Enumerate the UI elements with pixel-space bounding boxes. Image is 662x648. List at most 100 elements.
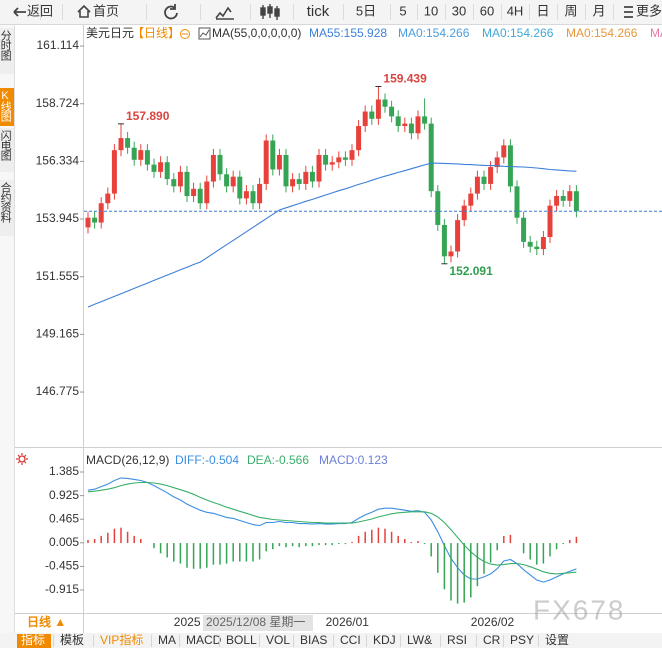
candle-body (395, 116, 401, 127)
indicator-tab[interactable]: 模板 (60, 633, 84, 647)
macd-bar (232, 543, 234, 562)
macd-bar (509, 534, 512, 544)
macd-bar (133, 535, 135, 544)
macd-bar (166, 543, 168, 558)
indicator-tabs (0, 633, 662, 648)
period-button[interactable]: 60 (480, 3, 494, 18)
macd-bar (173, 543, 175, 562)
indicator-tab[interactable]: MA (158, 633, 176, 647)
active-tab (17, 634, 51, 648)
macd-bar (186, 543, 188, 568)
candle-body (92, 217, 98, 223)
indicator-tab[interactable]: 指标 (21, 632, 45, 647)
legend-item: MA55:155.928 (309, 26, 387, 40)
settings-icon[interactable] (18, 455, 26, 463)
indicator-tab[interactable]: CCI (340, 633, 361, 647)
y-tick-label: 149.165 (36, 327, 80, 341)
more-button[interactable]: 更多 (636, 3, 662, 18)
y-tick-label: 156.334 (36, 154, 80, 168)
macd-bar (298, 543, 300, 548)
candle-body (560, 196, 566, 201)
period-button[interactable]: 5 (399, 3, 406, 18)
sidebar-label[interactable]: 分时图 (0, 30, 12, 62)
indicator-tab[interactable]: PSY (510, 633, 534, 647)
period-button[interactable]: 30 (452, 3, 466, 18)
indicator-icon (199, 29, 210, 38)
period-switch[interactable]: 日线 ▲ (27, 614, 66, 629)
y-tick-label: 151.555 (36, 269, 80, 283)
candle-body (144, 150, 150, 165)
candle-icon[interactable] (260, 4, 280, 20)
indicator-tab[interactable]: CR (483, 633, 501, 647)
candle-body (111, 150, 117, 194)
refresh-icon[interactable] (164, 4, 178, 20)
macd-bar (483, 543, 485, 574)
collapse-icon[interactable] (180, 29, 190, 39)
indicator-icon[interactable] (198, 27, 211, 40)
period-button[interactable]: 月 (592, 3, 605, 18)
legend-item: DEA:-0.566 (247, 453, 309, 467)
instrument-title: 美元日元 (86, 26, 134, 40)
period-button[interactable]: 5日 (356, 3, 376, 18)
indicator-tab[interactable]: BOLL (226, 633, 257, 647)
sidebar-tab[interactable] (0, 128, 14, 172)
candle-body (263, 140, 269, 184)
macd-bar (278, 543, 281, 547)
more-icon (624, 6, 633, 18)
indicator-tab[interactable]: VOL (266, 633, 290, 647)
macd-bar (318, 543, 320, 546)
period-button[interactable]: 10 (424, 3, 438, 18)
period-buttons: tick 5日 5 10 30 60 4H 日周月 (40, 3, 614, 20)
candle-body (210, 154, 216, 182)
period-button[interactable]: 周 (564, 3, 577, 18)
indicator-tab[interactable]: RSI (447, 633, 467, 647)
indicator-tab[interactable]: MACD (186, 633, 222, 647)
home-button[interactable]: 首页 (93, 3, 119, 18)
indicator-tab[interactable]: KDJ (373, 633, 396, 647)
period-button[interactable]: tick (307, 3, 330, 20)
candle-body (521, 217, 527, 242)
macd-bar (245, 543, 248, 562)
macd-bar (331, 543, 333, 546)
candle-body (527, 241, 533, 247)
candle-body (362, 111, 368, 127)
candle-body (336, 157, 342, 163)
sidebar-tab-active[interactable] (0, 88, 14, 126)
period-button[interactable]: 4H (507, 3, 524, 18)
candle-body (468, 193, 474, 206)
macd-bar (324, 543, 327, 546)
indicator-tab[interactable]: VIP指标 (100, 632, 143, 647)
macd-bar (258, 543, 261, 560)
macd-bar (410, 542, 413, 544)
macd-bar (87, 539, 89, 544)
candle-body (382, 99, 388, 107)
sidebar-label[interactable]: K线图 (0, 90, 12, 123)
candle-body (428, 123, 434, 192)
macd-bar (113, 528, 116, 544)
sidebar-label[interactable]: 闪电图 (0, 129, 12, 162)
macd-bar (496, 543, 498, 551)
candle-body (290, 179, 296, 187)
macd-bar (463, 543, 465, 603)
line-chart-icon[interactable] (215, 6, 234, 20)
candle-body (514, 186, 520, 218)
period-button[interactable]: 日 (536, 3, 549, 18)
sidebar-tab[interactable] (0, 28, 14, 74)
candle-body (494, 157, 500, 168)
candle-body (164, 162, 170, 180)
sidebar-label[interactable]: 合约资料 (0, 181, 12, 224)
legend-item: MA0:154.266 (482, 26, 554, 40)
macd-bar (371, 529, 373, 544)
macd-bar (126, 531, 129, 544)
macd-bar (397, 535, 399, 544)
sidebar-tab[interactable] (0, 180, 14, 236)
candle-body (422, 116, 428, 124)
indicator-label: MA(55,0,0,0,0,0) (212, 26, 301, 40)
indicator-tab[interactable]: LW& (407, 633, 432, 647)
candle-body (197, 188, 203, 204)
indicator-tab[interactable]: 设置 (545, 633, 569, 647)
indicator-tab[interactable]: BIAS (300, 633, 327, 647)
cursor-box (203, 615, 313, 631)
candle-body (501, 145, 507, 158)
